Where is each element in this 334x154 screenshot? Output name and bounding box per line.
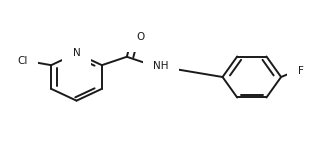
Text: N: N <box>73 48 80 58</box>
Text: O: O <box>137 32 145 42</box>
Text: Cl: Cl <box>17 56 28 66</box>
Text: NH: NH <box>153 61 169 71</box>
Text: F: F <box>298 66 304 76</box>
